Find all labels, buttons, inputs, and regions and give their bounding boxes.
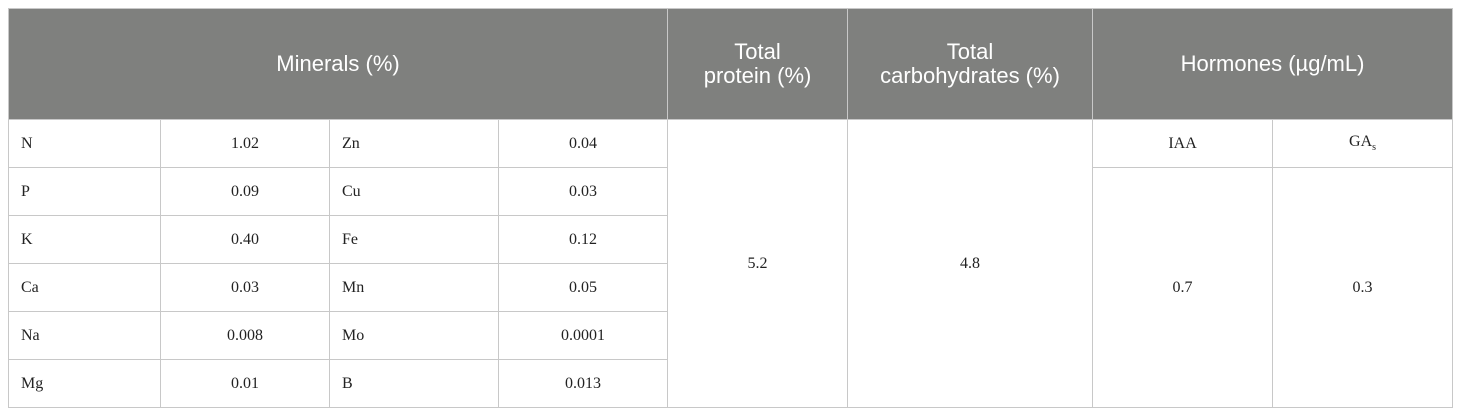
carbohydrates-cell: 4.8 — [847, 119, 1094, 408]
element-cell: P — [8, 167, 161, 216]
element-name: Mo — [342, 326, 365, 344]
element-cell: B — [329, 359, 499, 408]
protein-cell: 5.2 — [667, 119, 849, 408]
value-cell: 0.013 — [497, 359, 669, 408]
hormone-value: 0.3 — [1352, 278, 1373, 296]
header-cell: Total carbohydrates (%) — [847, 8, 1094, 120]
value-cell: 0.05 — [497, 263, 669, 312]
value-cell: 0.12 — [497, 215, 669, 264]
hormone-value-cell: 0.7 — [1092, 167, 1274, 408]
mineral-value: 0.05 — [569, 278, 598, 296]
table-row: P 0.09 Cu 0.03 0.7 0.3 — [8, 167, 1454, 408]
header-text: Minerals (%) — [276, 51, 400, 76]
header-cell: Total protein (%) — [667, 8, 849, 120]
element-cell: N — [8, 119, 161, 168]
hormone-label-cell: IAA — [1092, 119, 1274, 168]
mineral-value: 0.03 — [231, 278, 259, 296]
value-cell: 0.0001 — [497, 311, 669, 360]
value-cell: 0.008 — [160, 311, 330, 360]
header-cell: Minerals (%) — [7, 8, 669, 120]
hormone-label: IAA — [1168, 134, 1197, 152]
value-cell: 0.04 — [497, 119, 669, 168]
mineral-value: 0.03 — [569, 182, 598, 200]
header-text: Hormones (µg/mL) — [1180, 51, 1365, 76]
element-cell: Na — [8, 311, 161, 360]
element-cell: Mn — [329, 263, 499, 312]
mineral-value: 0.40 — [231, 230, 259, 248]
value-cell: 0.01 — [160, 359, 330, 408]
protein-value: 5.2 — [747, 254, 768, 272]
value-cell: 0.03 — [497, 167, 669, 216]
element-name: Ca — [21, 278, 39, 296]
mineral-value: 0.0001 — [561, 326, 606, 344]
header-line: Total — [734, 39, 781, 64]
element-name: K — [21, 230, 33, 248]
value-cell: 0.40 — [160, 215, 330, 264]
table-row: K 0.40 Fe 0.12 — [8, 215, 1453, 264]
element-cell: K — [8, 215, 161, 264]
carbohydrates-value: 4.8 — [960, 254, 981, 272]
element-name: Zn — [342, 134, 360, 152]
element-cell: Cu — [329, 167, 499, 216]
table-row: Mg 0.01 B 0.013 — [8, 359, 1453, 408]
element-cell: Fe — [329, 215, 499, 264]
value-cell: 1.02 — [160, 119, 330, 168]
data-table: Minerals (%) Total protein (%) Total carbohy… — [7, 8, 1454, 408]
mineral-value: 0.013 — [565, 374, 602, 392]
element-name: Cu — [342, 182, 361, 200]
element-name: Mn — [342, 278, 365, 296]
element-name: Na — [21, 326, 40, 344]
mineral-value: 1.02 — [231, 134, 259, 152]
hormone-label: GA — [1349, 133, 1373, 151]
header-line: carbohydrates (%) — [880, 63, 1060, 88]
element-name: B — [342, 374, 353, 392]
element-name: Fe — [342, 230, 358, 248]
header-row: Minerals (%) Total protein (%) Total carbohy… — [7, 8, 1454, 120]
header-line: protein (%) — [703, 63, 812, 88]
header-line: Total — [946, 39, 994, 64]
value-cell: 0.03 — [160, 263, 330, 312]
mineral-value: 0.09 — [231, 182, 259, 200]
element-cell: Mo — [329, 311, 499, 360]
table-body: N 1.02 Zn 0.04 5.2 4.8 IAA GAs P 0.09 Cu 0.03 0.7 0.3… — [8, 119, 1454, 408]
element-cell: Mg — [8, 359, 161, 408]
element-name: P — [21, 182, 30, 200]
hormone-label-cell: GAs — [1272, 119, 1454, 168]
element-cell: Ca — [8, 263, 161, 312]
value-cell: 0.09 — [160, 167, 330, 216]
element-name: Mg — [21, 374, 44, 392]
hormone-value: 0.7 — [1172, 278, 1193, 296]
element-name: N — [21, 134, 33, 152]
table-row: Na 0.008 Mo 0.0001 — [8, 311, 1453, 360]
header-cell: Hormones (µg/mL) — [1092, 8, 1454, 120]
mineral-value: 0.01 — [231, 374, 259, 392]
mineral-value: 0.008 — [227, 326, 263, 344]
hormone-label-sub: s — [1372, 142, 1377, 154]
hormone-value-cell: 0.3 — [1272, 167, 1454, 408]
mineral-value: 0.12 — [569, 230, 598, 248]
element-cell: Zn — [329, 119, 499, 168]
table-row: Ca 0.03 Mn 0.05 — [8, 263, 1453, 312]
table-row: N 1.02 Zn 0.04 5.2 4.8 IAA GAs — [8, 119, 1454, 408]
mineral-value: 0.04 — [569, 134, 598, 152]
